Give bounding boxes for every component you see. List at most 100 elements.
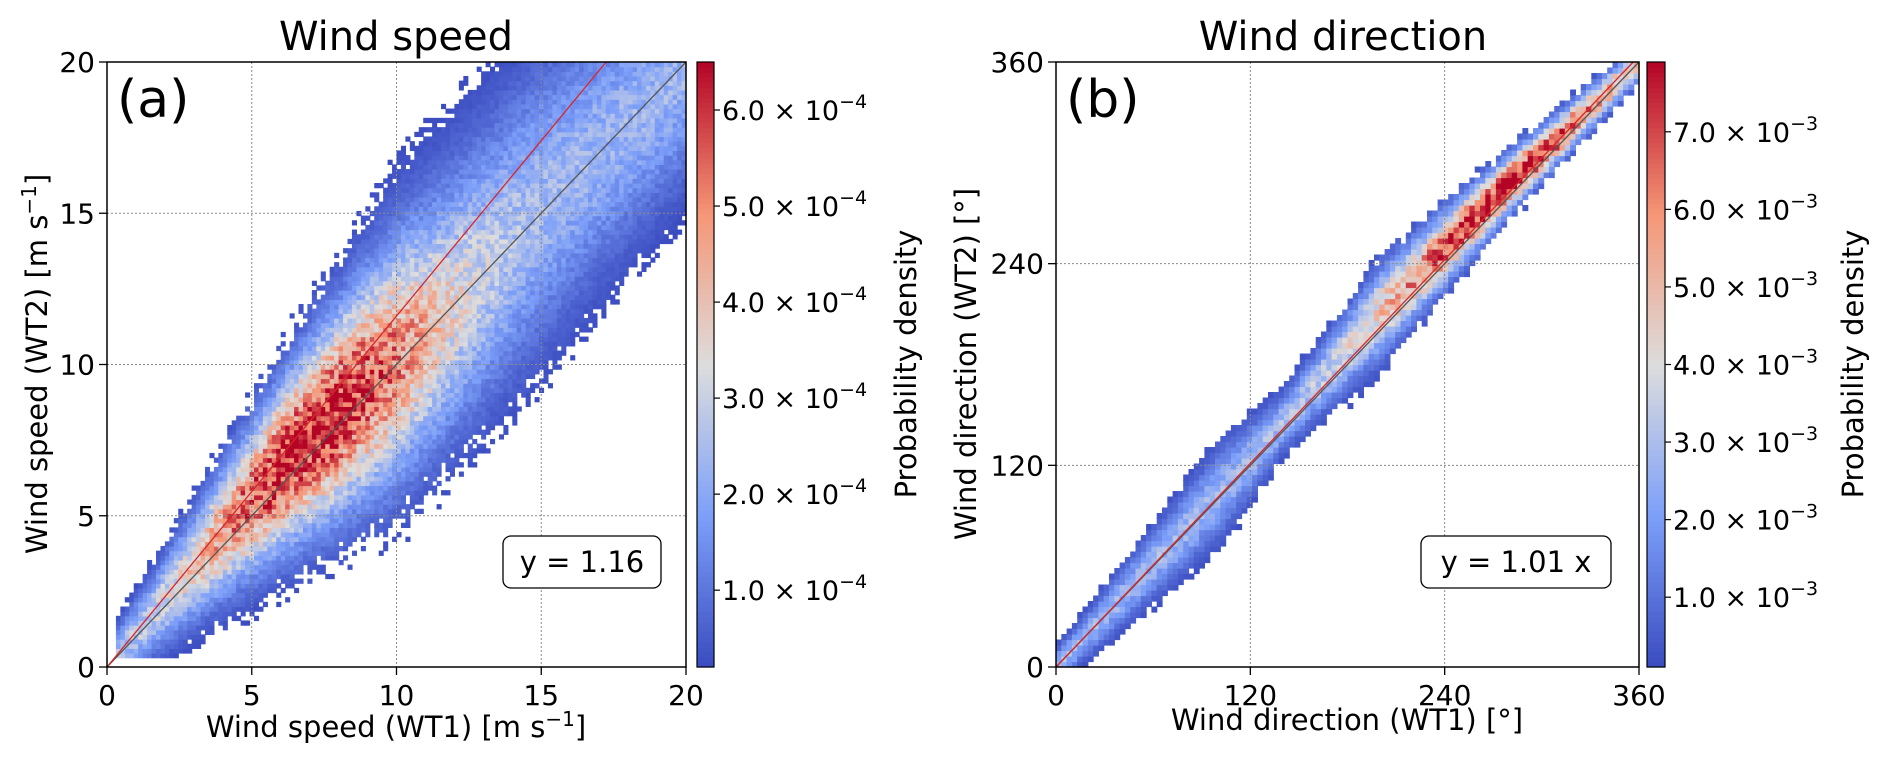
heatmap-cell — [365, 499, 371, 505]
heatmap-cell — [356, 397, 362, 403]
heatmap-cell — [351, 294, 358, 300]
heatmap-cell — [365, 415, 371, 421]
heatmap-cell — [285, 387, 291, 394]
heatmap-cell — [378, 238, 384, 245]
heatmap-cell — [360, 364, 366, 370]
heatmap-cell — [280, 532, 286, 538]
heatmap-cell — [307, 350, 313, 356]
heatmap-cell — [436, 252, 442, 259]
heatmap-cell — [325, 546, 331, 552]
heatmap-cell — [311, 322, 317, 328]
heatmap-cell — [280, 494, 286, 501]
heatmap-cell — [369, 364, 375, 370]
heatmap-cell — [396, 215, 402, 221]
heatmap-cell — [507, 266, 513, 273]
heatmap-cell — [365, 518, 371, 524]
heatmap-cell — [289, 485, 295, 491]
heatmap-cell — [182, 643, 188, 649]
heatmap-cell — [392, 471, 398, 477]
heatmap-cell — [204, 522, 211, 528]
heatmap-cell — [392, 499, 398, 505]
heatmap-cell — [463, 425, 469, 431]
heatmap-cell — [387, 285, 393, 291]
heatmap-cell — [133, 606, 139, 612]
heatmap-cell — [231, 518, 237, 524]
heatmap-cell — [285, 466, 291, 473]
heatmap-cell — [512, 220, 518, 226]
heatmap-cell — [436, 234, 442, 240]
heatmap-cell — [467, 136, 473, 142]
heatmap-cell — [329, 304, 335, 310]
heatmap-cell — [178, 611, 184, 617]
heatmap-cell — [325, 327, 331, 333]
heatmap-cell — [463, 299, 469, 305]
heatmap-cell — [458, 210, 464, 217]
heatmap-cell — [463, 155, 469, 161]
heatmap-cell — [503, 196, 509, 203]
heatmap-cell — [432, 438, 438, 445]
heatmap-cell — [436, 466, 442, 473]
heatmap-cell — [182, 592, 188, 598]
heatmap-cell — [316, 462, 322, 468]
heatmap-cell — [387, 513, 393, 519]
heatmap-cell — [432, 187, 438, 193]
heatmap-cell — [356, 494, 362, 501]
heatmap-cell — [445, 429, 451, 435]
heatmap-cell — [405, 364, 411, 370]
heatmap-cell — [472, 215, 478, 221]
heatmap-cell — [227, 522, 233, 528]
heatmap-cell — [298, 364, 304, 370]
heatmap-cell — [369, 220, 375, 226]
heatmap-cell — [432, 131, 438, 138]
heatmap-cell — [387, 248, 393, 254]
heatmap-cell — [481, 383, 487, 389]
heatmap-cell — [142, 578, 148, 584]
heatmap-cell — [409, 364, 415, 370]
heatmap-cell — [271, 466, 277, 473]
heatmap-cell — [472, 266, 478, 273]
heatmap-cell — [147, 643, 153, 649]
heatmap-cell — [494, 252, 500, 259]
heatmap-cell — [441, 299, 447, 305]
heatmap-cell — [378, 322, 384, 328]
heatmap-cell — [449, 406, 455, 412]
heatmap-cell — [418, 201, 424, 207]
heatmap-cell — [396, 294, 402, 300]
heatmap-cell — [494, 322, 500, 328]
heatmap-cell — [285, 559, 291, 566]
heatmap-cell — [129, 611, 135, 617]
heatmap-cell — [204, 518, 211, 524]
heatmap-cell — [458, 103, 464, 110]
heatmap-cell — [262, 397, 268, 403]
heatmap-cell — [334, 266, 340, 273]
heatmap-cell — [494, 280, 500, 286]
heatmap-cell — [476, 164, 482, 170]
heatmap-cell — [280, 383, 286, 389]
heatmap-cell — [365, 494, 371, 501]
heatmap-cell — [258, 462, 264, 468]
heatmap-cell — [294, 499, 300, 505]
heatmap-cell — [454, 178, 460, 184]
heatmap-cell — [289, 373, 295, 380]
heatmap-cell — [485, 234, 491, 240]
heatmap-cell — [481, 290, 487, 296]
heatmap-cell — [490, 280, 496, 286]
heatmap-cell — [458, 187, 464, 193]
heatmap-cell — [485, 169, 491, 175]
heatmap-cell — [351, 476, 358, 482]
heatmap-cell — [498, 336, 504, 342]
heatmap-cell — [209, 559, 215, 566]
heatmap-cell — [311, 420, 317, 426]
heatmap-cell — [218, 508, 224, 515]
heatmap-cell — [240, 536, 246, 542]
heatmap-cell — [187, 532, 193, 538]
heatmap-cell — [409, 159, 415, 165]
heatmap-cell — [347, 420, 353, 426]
heatmap-cell — [129, 620, 135, 626]
heatmap-cell — [423, 345, 429, 352]
heatmap-cell — [298, 513, 304, 519]
heatmap-cell — [476, 192, 482, 198]
heatmap-cell — [276, 392, 282, 398]
heatmap-cell — [454, 229, 460, 235]
heatmap-cell — [271, 373, 277, 380]
